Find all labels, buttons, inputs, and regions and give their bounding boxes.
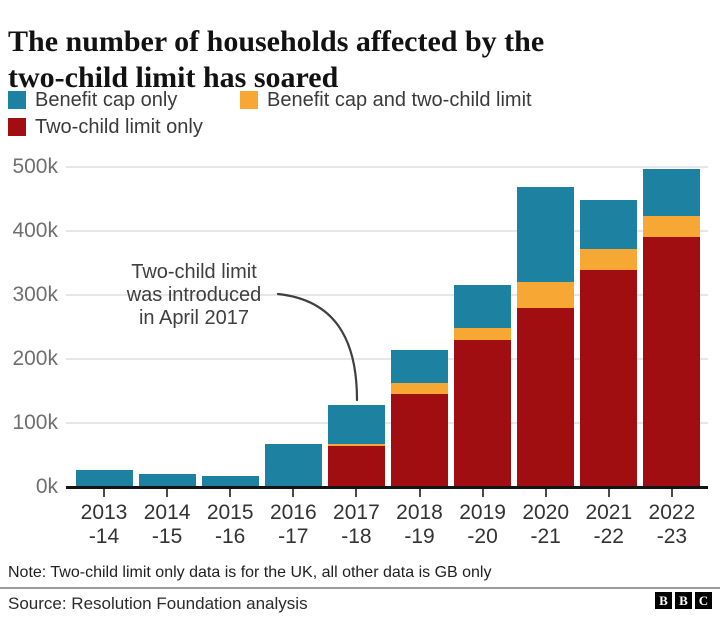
x-axis-tick — [166, 489, 169, 497]
bar-segment — [454, 340, 512, 487]
y-axis-label: 500k — [12, 155, 58, 178]
bar-segment — [454, 285, 512, 329]
footer-divider — [0, 587, 720, 589]
x-axis-label: 2013 -14 — [80, 501, 128, 548]
legend-label: Benefit cap and two-child limit — [267, 89, 532, 111]
x-axis-tick — [481, 489, 484, 497]
legend-label: Benefit cap only — [35, 89, 178, 111]
legend-swatch-teal — [8, 91, 26, 109]
bar-segment — [327, 443, 385, 447]
chart-title: The number of households affected by the… — [8, 25, 545, 95]
x-axis-label: 2015 -16 — [206, 501, 254, 548]
gridline-400k — [66, 230, 708, 232]
bar-segment — [201, 476, 259, 487]
gridline-300k — [66, 294, 708, 296]
bar-2013-14 — [75, 469, 133, 487]
x-axis-label: 2020 -21 — [522, 501, 570, 548]
bar-segment — [580, 200, 638, 249]
bar-2019-20 — [454, 285, 512, 487]
x-axis-tick — [607, 489, 610, 497]
x-axis-tick — [103, 489, 105, 497]
x-axis-tick — [229, 489, 232, 497]
source-text: Source: Resolution Foundation analysis — [8, 594, 308, 613]
x-axis-label: 2014 -15 — [143, 501, 191, 548]
x-axis-tick — [292, 489, 295, 497]
bar-segment — [75, 469, 133, 487]
legend-item-two-child-only: Two-child limit only — [8, 117, 203, 137]
x-axis-line — [66, 486, 708, 489]
bar-2017-18 — [327, 405, 385, 487]
bar-segment — [327, 446, 385, 487]
bar-segment — [391, 393, 448, 487]
y-axis-label: 0k — [35, 475, 58, 498]
x-axis-tick — [670, 489, 673, 497]
x-axis-tick — [544, 489, 547, 497]
bar-2021-22 — [580, 200, 638, 487]
bar-segment — [643, 237, 701, 487]
legend-label: Two-child limit only — [35, 116, 203, 138]
bar-segment — [643, 168, 701, 217]
legend-swatch-red — [8, 118, 26, 136]
bar-segment — [138, 473, 196, 487]
y-axis-label: 300k — [12, 283, 58, 306]
bar-segment — [517, 186, 575, 283]
bbc-logo-letter: C — [695, 592, 712, 609]
bar-segment — [391, 350, 448, 383]
x-axis-label: 2021 -22 — [585, 501, 633, 548]
y-axis-label: 400k — [12, 219, 58, 242]
gridline-200k — [66, 358, 708, 360]
bar-segment — [264, 444, 322, 487]
bar-segment — [643, 216, 701, 238]
bar-segment — [327, 405, 385, 444]
legend-swatch-orange — [240, 91, 258, 109]
bar-segment — [517, 282, 575, 308]
x-axis-tick — [418, 489, 421, 497]
x-axis-label: 2016 -17 — [269, 501, 317, 548]
bar-segment — [454, 328, 512, 341]
x-axis-tick — [355, 489, 358, 497]
annotation-text: Two-child limit was introduced in April … — [126, 261, 262, 329]
x-axis-label: 2022 -23 — [648, 501, 696, 548]
gridline-100k — [66, 422, 708, 424]
bar-2016-17 — [264, 444, 322, 487]
y-axis-label: 100k — [12, 411, 58, 434]
legend-item-benefit-cap-and-two-child: Benefit cap and two-child limit — [240, 90, 532, 110]
x-axis-label: 2018 -19 — [396, 501, 443, 548]
bbc-logo-letter: B — [675, 592, 692, 609]
bar-2018-19 — [391, 350, 448, 487]
bbc-logo-letter: B — [655, 592, 672, 609]
bar-2014-15 — [138, 473, 196, 487]
gridline-500k — [66, 166, 708, 168]
bbc-logo: B B C — [655, 592, 712, 609]
bar-2015-16 — [201, 476, 259, 487]
bar-segment — [580, 270, 638, 487]
bar-segment — [517, 307, 575, 487]
bar-2022-23 — [643, 168, 701, 487]
x-axis-label: 2017 -18 — [333, 501, 380, 548]
legend-item-benefit-cap-only: Benefit cap only — [8, 90, 177, 110]
bar-2020-21 — [517, 186, 575, 487]
note-text: Note: Two-child limit only data is for t… — [8, 564, 492, 581]
x-axis-label: 2019 -20 — [459, 501, 506, 548]
y-axis-label: 200k — [12, 347, 58, 370]
bar-segment — [580, 248, 638, 271]
bar-segment — [391, 382, 448, 394]
